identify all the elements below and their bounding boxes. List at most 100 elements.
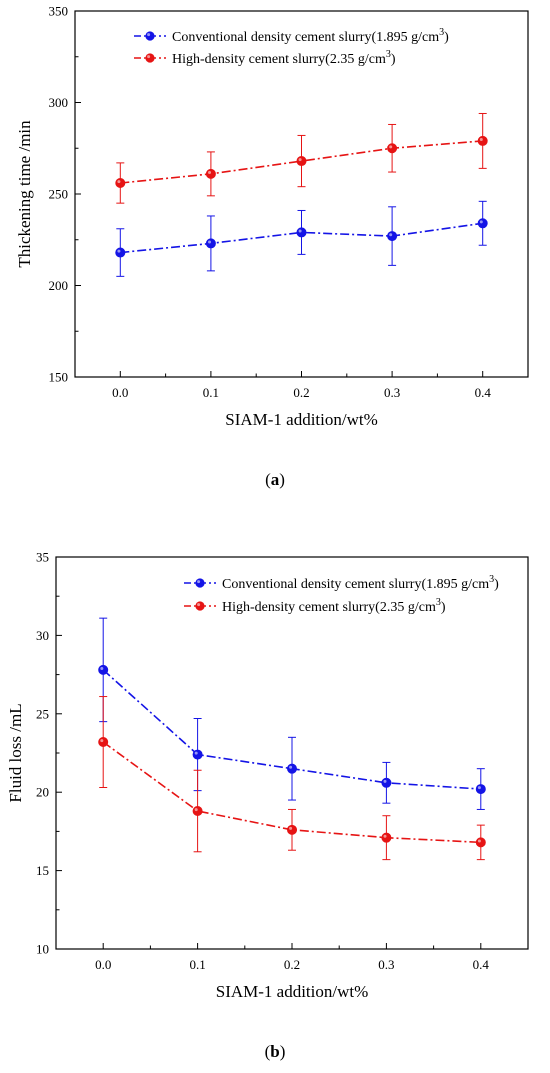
y-axis-title: Fluid loss /mL xyxy=(6,703,25,802)
data-point xyxy=(296,227,307,238)
legend-entry-0: Conventional density cement slurry(1.895… xyxy=(184,574,499,592)
x-axis-title: SIAM-1 addition/wt% xyxy=(216,982,369,1001)
panel-label: (a) xyxy=(265,470,285,489)
data-point-highlight xyxy=(389,145,393,149)
data-point xyxy=(192,749,203,760)
data-point-highlight xyxy=(383,779,387,783)
data-point-highlight xyxy=(117,249,121,253)
x-tick-label: 0.3 xyxy=(384,385,400,400)
data-point xyxy=(381,777,392,788)
data-point-highlight xyxy=(479,220,483,224)
panel-label-letter: a xyxy=(271,470,280,489)
data-point xyxy=(205,238,216,249)
data-point-highlight xyxy=(100,739,104,743)
series-1 xyxy=(98,696,486,861)
data-point xyxy=(286,824,297,835)
x-tick-label: 0.0 xyxy=(95,957,111,972)
data-point xyxy=(98,737,109,748)
series-0 xyxy=(115,200,488,277)
data-point xyxy=(286,763,297,774)
x-tick-label: 0.0 xyxy=(112,385,128,400)
data-point xyxy=(387,231,398,242)
data-point-highlight xyxy=(100,666,104,670)
data-point xyxy=(387,143,398,154)
legend-label: High-density cement slurry(2.35 g/cm3) xyxy=(172,49,396,67)
legend-label: Conventional density cement slurry(1.895… xyxy=(172,27,449,45)
y-tick-label: 15 xyxy=(36,863,49,878)
panel-label-close: ) xyxy=(280,1042,286,1061)
legend-entry-1: High-density cement slurry(2.35 g/cm3) xyxy=(134,49,396,67)
x-tick-label: 0.3 xyxy=(378,957,394,972)
data-point xyxy=(98,664,109,675)
legend-label-main: High-density cement slurry(2.35 g/cm xyxy=(172,52,386,67)
y-tick-label: 25 xyxy=(36,706,49,721)
data-point-highlight xyxy=(298,229,302,233)
data-point xyxy=(381,832,392,843)
x-axis-title: SIAM-1 addition/wt% xyxy=(225,410,378,429)
legend-label-close: ) xyxy=(441,600,446,615)
panel-label-open: ( xyxy=(265,470,271,489)
legend-entry-1: High-density cement slurry(2.35 g/cm3) xyxy=(184,597,446,615)
data-point xyxy=(205,168,216,179)
data-point-highlight xyxy=(208,240,211,244)
data-point-highlight xyxy=(383,834,387,838)
data-point-highlight xyxy=(479,138,483,142)
legend-marker xyxy=(195,601,205,611)
chart-panel-b: 10 15 20 25 30 35 0.0 0.1 0.2 0.3 0.4 SIAM-1 additi… xyxy=(6,550,529,1061)
legend-marker-highlight xyxy=(197,580,201,584)
y-axis-title: Thickening time /min xyxy=(15,120,34,268)
legend-marker xyxy=(145,31,155,41)
data-point-highlight xyxy=(117,180,121,184)
data-point-highlight xyxy=(208,170,211,174)
panel-label: (b) xyxy=(265,1042,286,1061)
legend-label-close: ) xyxy=(444,30,449,45)
panel-label-open: ( xyxy=(265,1042,271,1061)
x-tick-label: 0.2 xyxy=(293,385,309,400)
series-1 xyxy=(115,112,488,204)
data-point-highlight xyxy=(289,826,293,830)
legend-label-main: High-density cement slurry(2.35 g/cm xyxy=(222,600,436,615)
data-point xyxy=(115,247,126,258)
legend-marker xyxy=(145,53,155,63)
data-point-highlight xyxy=(389,233,393,237)
y-tick-label: 10 xyxy=(36,942,49,957)
y-tick-label: 150 xyxy=(49,370,69,385)
data-point xyxy=(475,784,486,795)
y-tick-label: 250 xyxy=(49,187,69,202)
y-tick-label: 35 xyxy=(36,550,49,565)
data-point xyxy=(477,218,488,229)
y-tick-label: 350 xyxy=(49,4,69,19)
data-point xyxy=(477,135,488,146)
data-point-highlight xyxy=(477,786,481,790)
y-tick-label: 30 xyxy=(36,628,49,643)
legend-label: Conventional density cement slurry(1.895… xyxy=(222,574,499,592)
y-tick-label: 300 xyxy=(49,95,69,110)
legend-label-main: Conventional density cement slurry(1.895… xyxy=(172,30,439,45)
legend-label-superscript: 3 xyxy=(386,49,391,60)
legend-label-close: ) xyxy=(391,52,396,67)
legend-label-superscript: 3 xyxy=(436,597,441,608)
panel-label-close: ) xyxy=(279,470,285,489)
data-point xyxy=(115,178,126,189)
legend-label-close: ) xyxy=(494,577,499,592)
panel-label-letter: b xyxy=(270,1042,279,1061)
y-tick-label: 200 xyxy=(49,278,69,293)
x-tick-label: 0.4 xyxy=(473,957,490,972)
legend-label-superscript: 3 xyxy=(489,574,494,585)
series-0 xyxy=(98,617,486,810)
legend-marker-highlight xyxy=(197,603,201,607)
data-point xyxy=(192,806,203,817)
data-point-highlight xyxy=(477,839,481,843)
legend-label-main: Conventional density cement slurry(1.895… xyxy=(222,577,489,592)
legend-entry-0: Conventional density cement slurry(1.895… xyxy=(134,27,449,45)
data-point-highlight xyxy=(298,158,302,162)
x-tick-label: 0.1 xyxy=(189,957,205,972)
data-point xyxy=(296,156,307,167)
legend-label-superscript: 3 xyxy=(439,27,444,38)
data-point xyxy=(475,837,486,848)
legend-marker-highlight xyxy=(147,33,151,37)
x-tick-label: 0.1 xyxy=(203,385,219,400)
legend-marker-highlight xyxy=(147,55,151,59)
chart-panel-a: 150 200 250 300 350 0.0 0.1 0.2 0.3 0.4 SIAM-1 add… xyxy=(15,4,529,489)
